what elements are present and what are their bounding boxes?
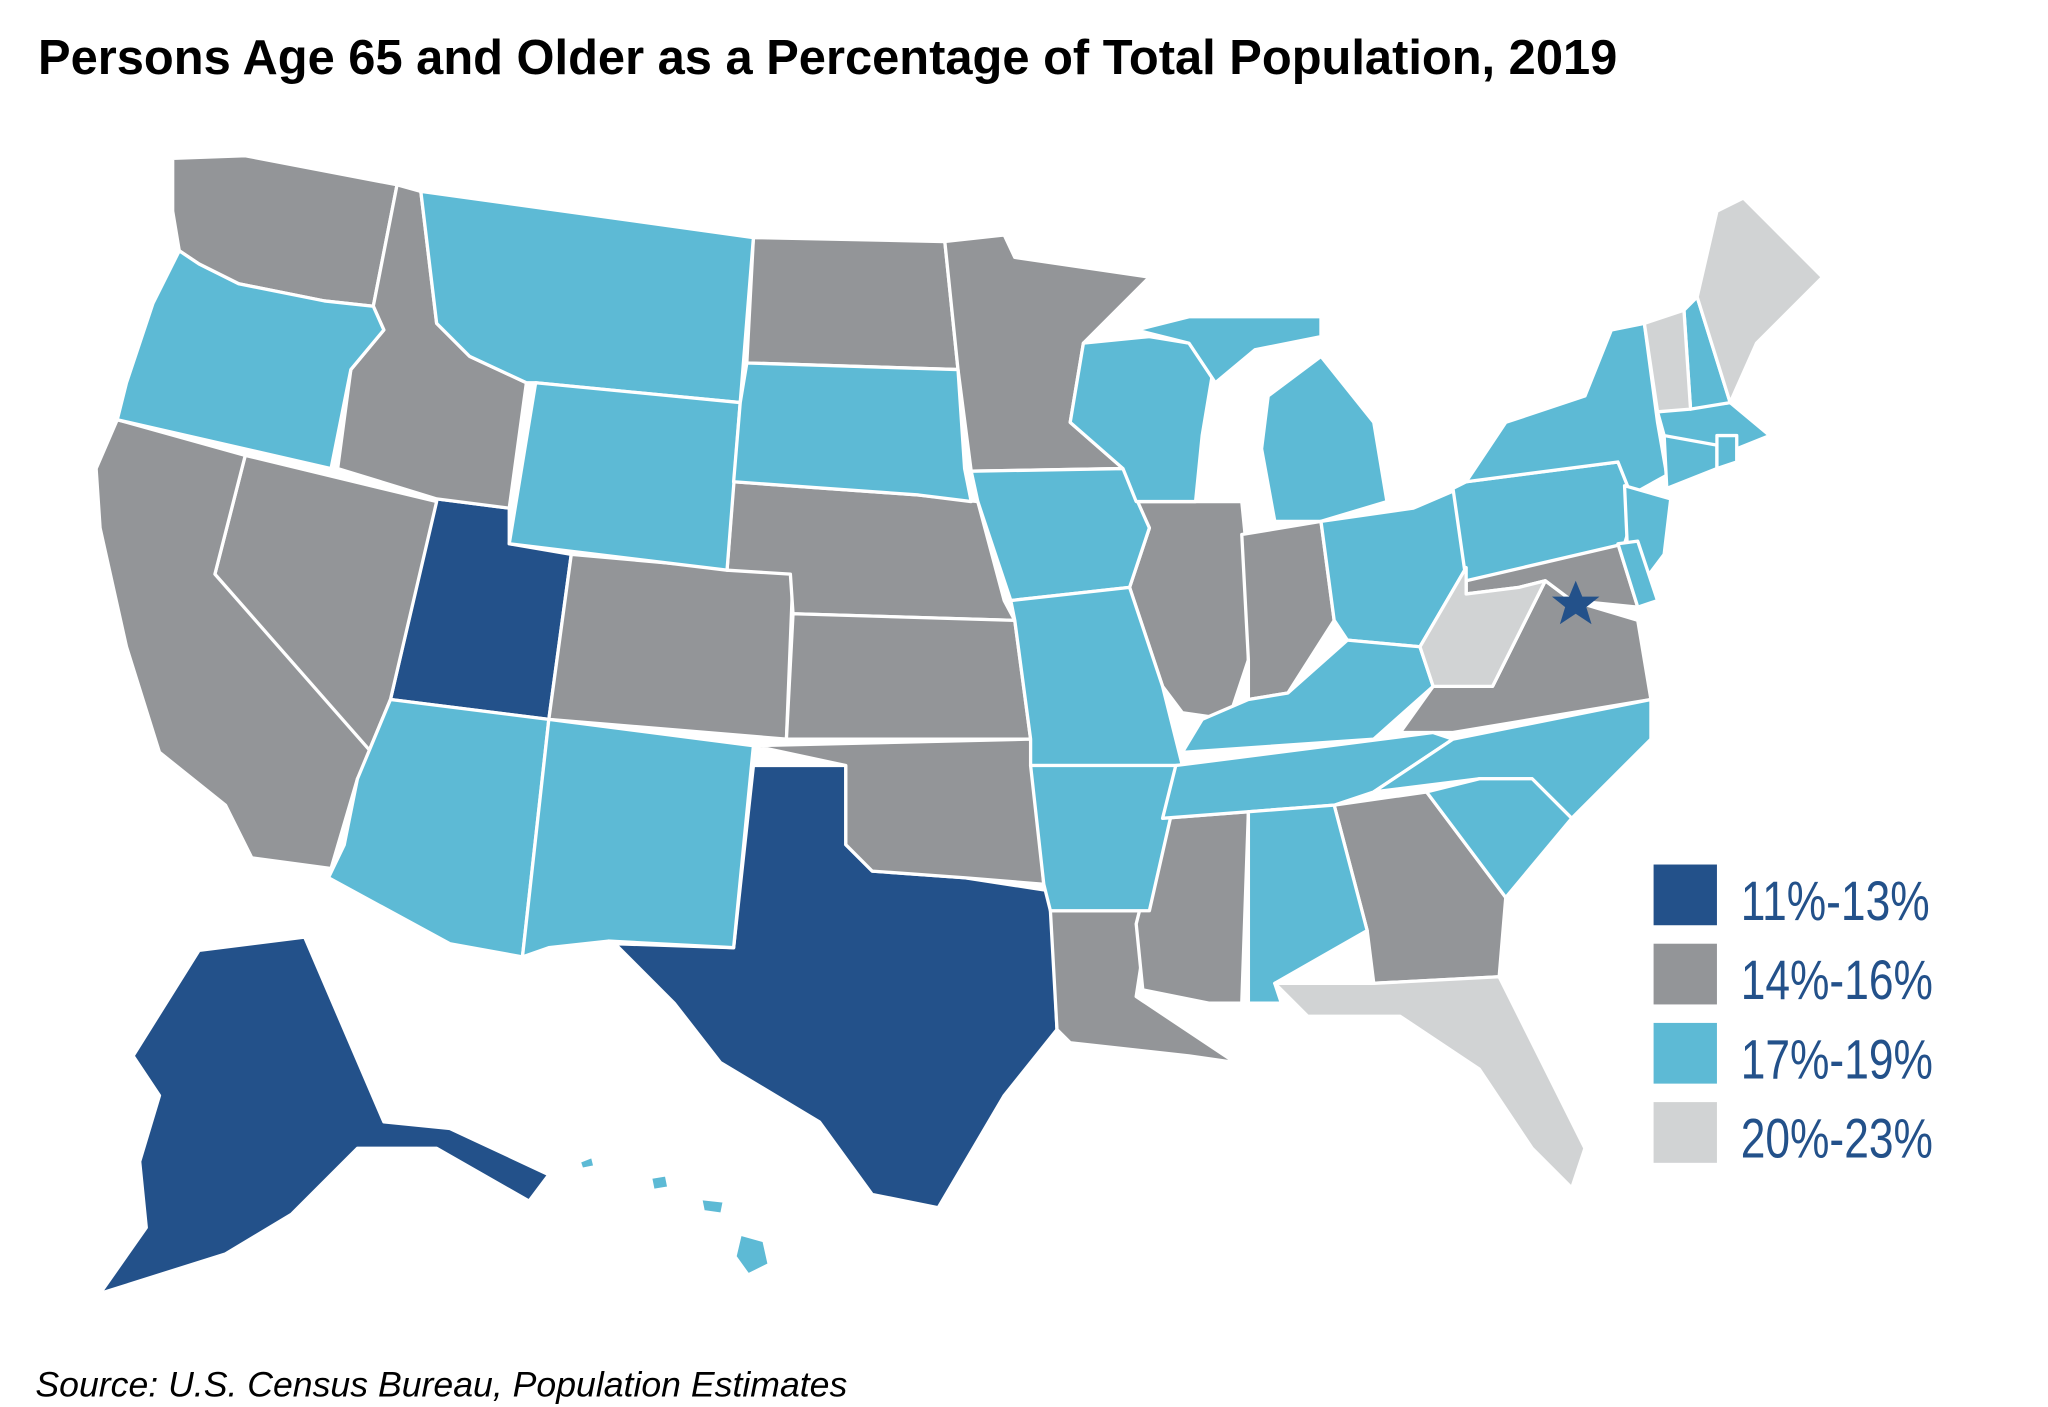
dc-marker [1551,580,1600,625]
state-shape [94,418,379,871]
legend-swatch [1653,1102,1717,1163]
legend-label: 17%-19% [1741,1029,1933,1091]
state-shape [1028,763,1185,913]
state-shape [784,612,1033,741]
legend-label: 20%-23% [1741,1108,1933,1170]
state-shape [1134,315,1323,385]
state-shape [1424,777,1574,900]
state-shape [419,189,756,405]
state-wv [1418,565,1548,688]
state-nm [520,717,756,959]
state-sc [1424,777,1574,900]
state-shape [507,381,742,572]
state-co [547,552,795,741]
state-fl [1273,975,1587,1190]
state-shape [731,361,973,504]
state-ri [1715,433,1739,471]
source-note: Source: U.S. Census Bureau, Population E… [35,1364,847,1404]
star-icon [1551,580,1600,625]
state-shape [1273,975,1587,1190]
state-shape [1418,565,1548,688]
state-shape [1259,354,1389,524]
state-shape [1642,308,1693,414]
state-de [1616,539,1660,609]
legend-label: 11%-13% [1741,870,1930,932]
legend-swatch [1653,864,1717,926]
state-shape [577,1154,597,1172]
state-shape [698,1196,727,1216]
state-ak [98,935,551,1296]
state-vt [1642,308,1693,414]
state-me [1695,196,1825,405]
state-ar [1028,763,1185,913]
state-shape [648,1173,671,1193]
page-title: Persons Age 65 and Older as a Percentage… [38,31,1617,85]
state-shape [733,1232,771,1277]
state-ny [1464,321,1669,497]
legend-item: 11%-13% [1653,864,1930,932]
state-mi [1134,315,1389,524]
state-ks [784,612,1033,741]
state-shape [1616,539,1660,609]
state-shape [745,235,960,372]
legend-swatch [1653,943,1717,1005]
legend-item: 14%-16% [1653,943,1933,1011]
state-shape [547,552,795,741]
state-shape [520,717,756,959]
legend-item: 17%-19% [1653,1022,1933,1091]
legend-swatch [1653,1022,1717,1084]
state-nd [745,235,960,372]
state-or [115,249,386,471]
state-wy [507,381,742,572]
state-shape [1464,321,1669,497]
state-shape [1695,196,1825,405]
state-hi [577,1154,771,1277]
state-shape [1715,433,1739,471]
state-sd [731,361,973,504]
legend: 11%-13% 14%-16% 17%-19% 20%-23% [1653,864,1933,1170]
state-shape [115,249,386,471]
us-map [94,154,1825,1296]
legend-item: 20%-23% [1653,1102,1933,1170]
state-shape [98,935,551,1296]
legend-label: 14%-16% [1741,949,1933,1011]
state-mt [419,189,756,405]
state-ca [94,418,379,871]
